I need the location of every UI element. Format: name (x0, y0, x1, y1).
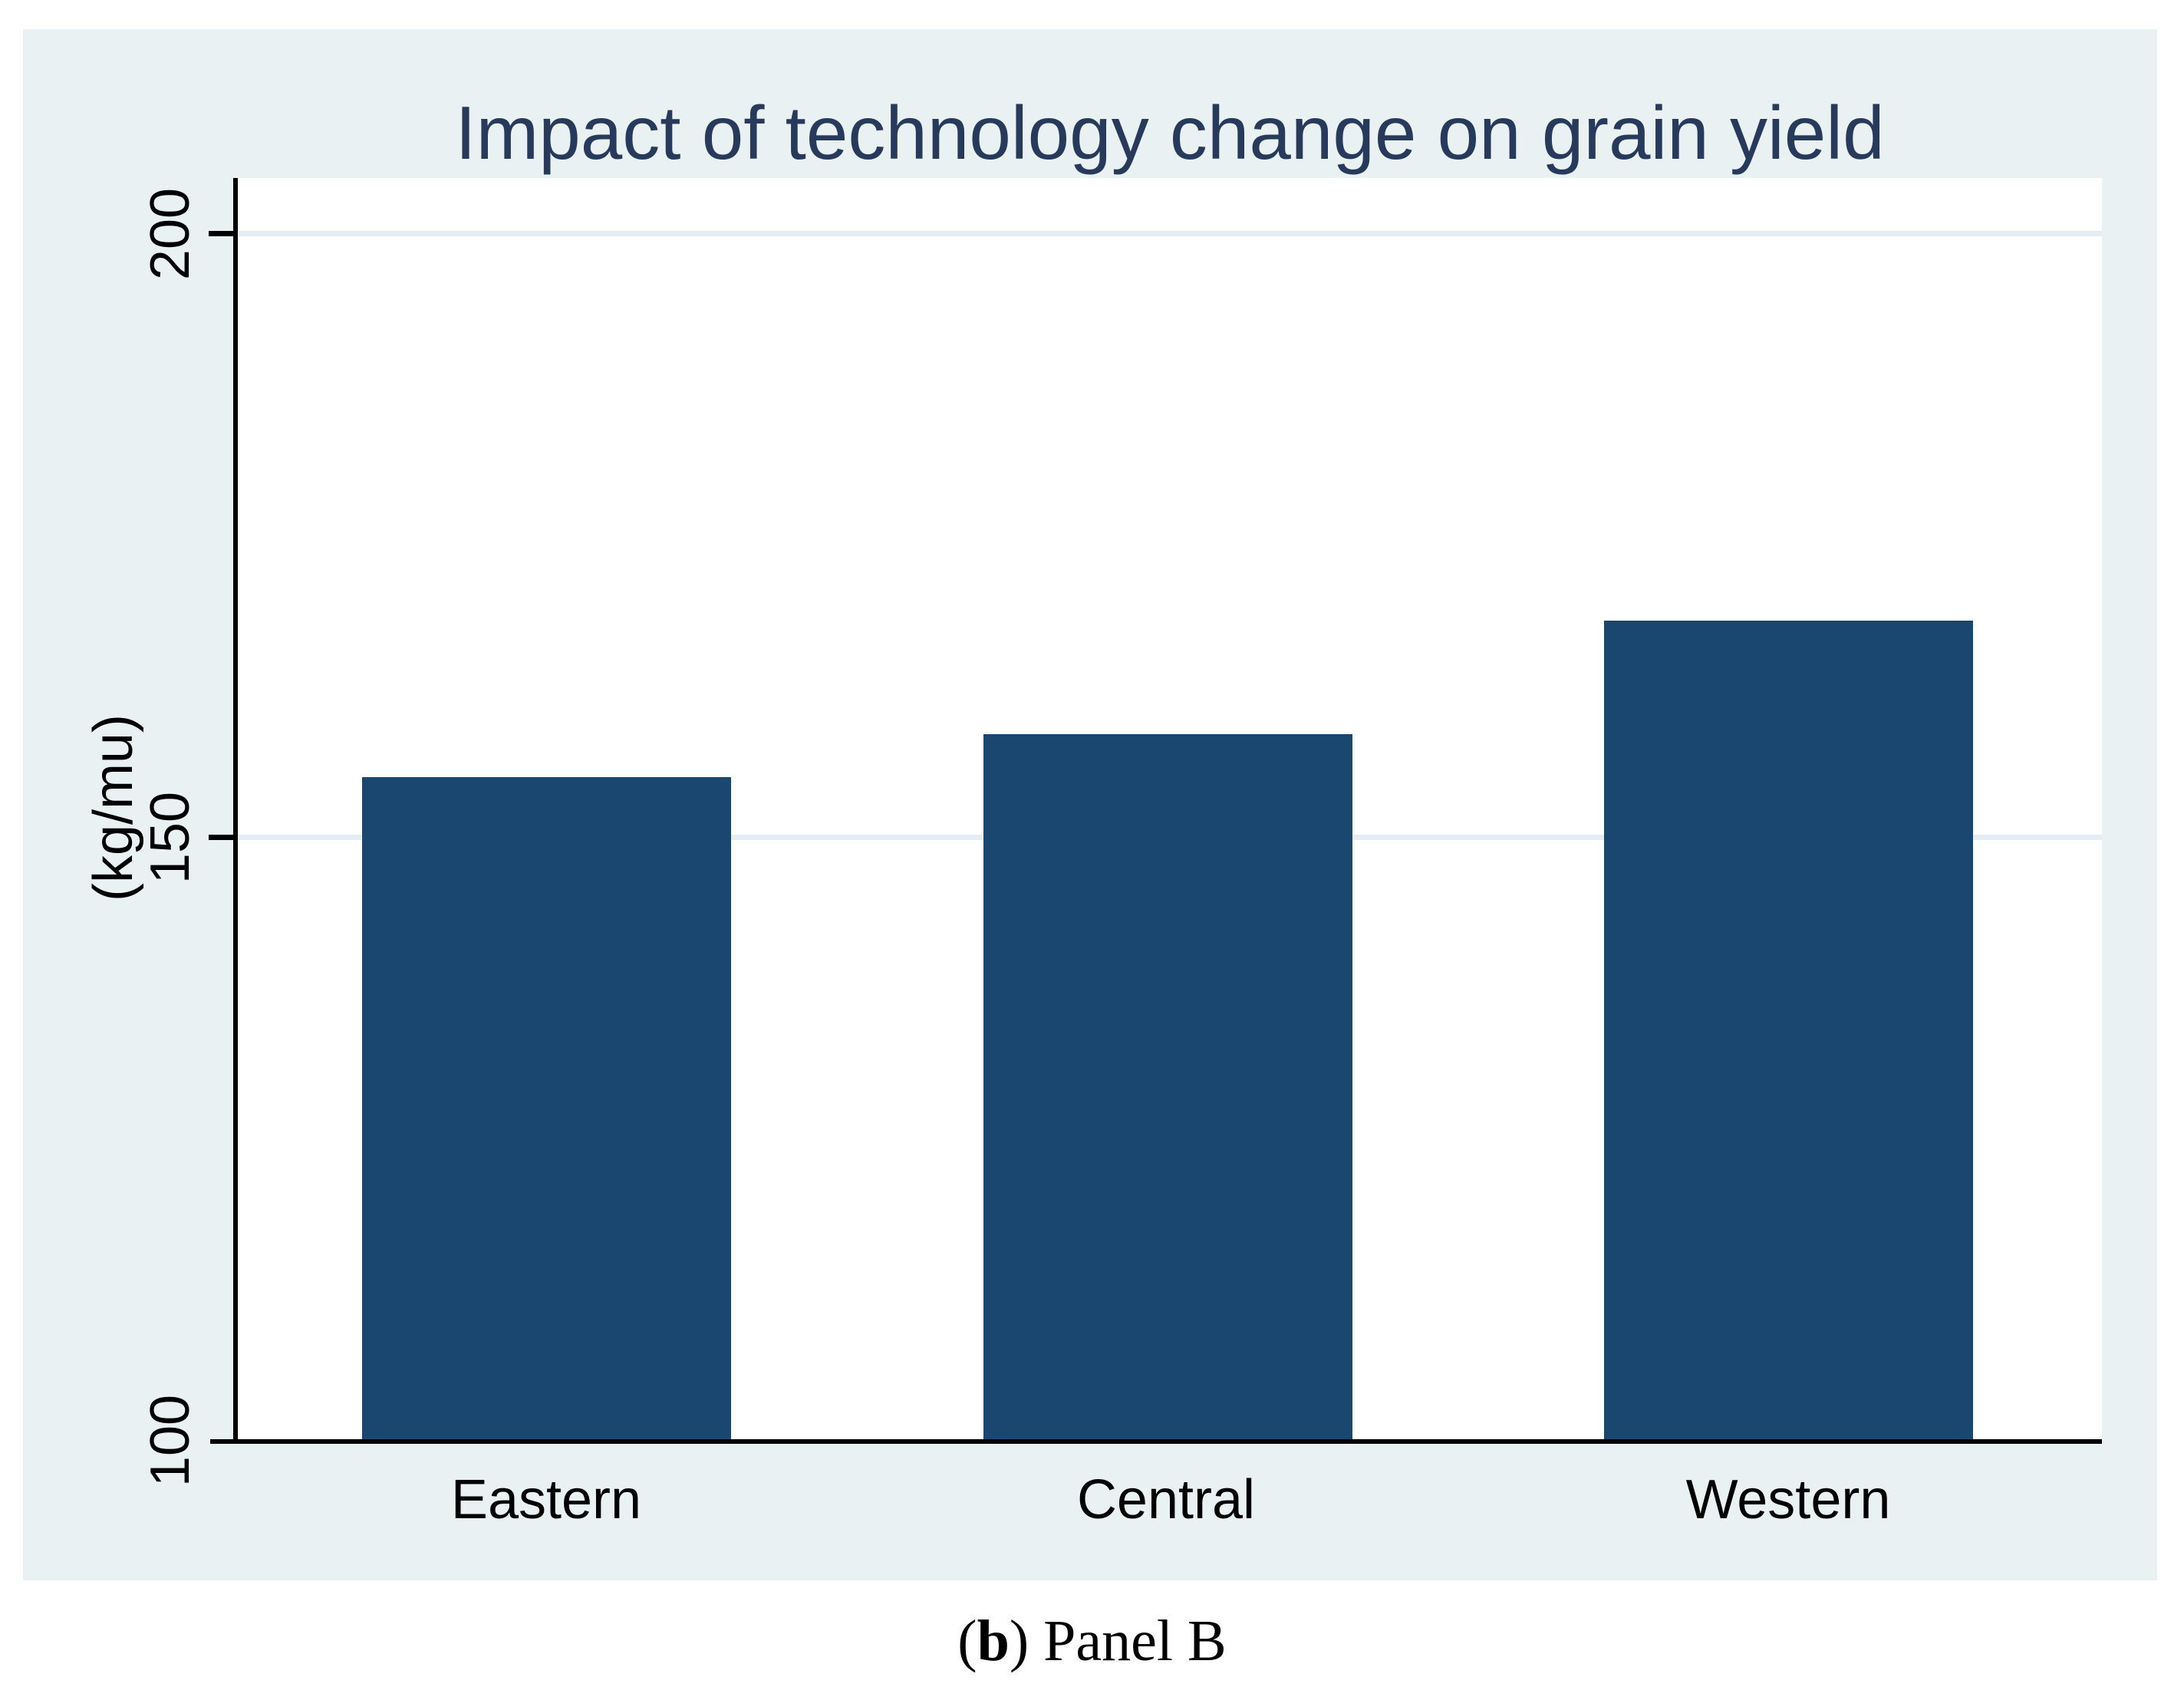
panel-caption: (b) Panel B (0, 1605, 2184, 1678)
y-tick-label-150: 150 (140, 791, 201, 885)
x-axis-line (210, 1439, 2102, 1444)
plot-area (236, 178, 2102, 1441)
x-category-label-central: Central (1076, 1469, 1256, 1530)
y-tick-mark-150 (209, 835, 235, 840)
caption-panel-letter: b (977, 1609, 1010, 1673)
y-axis-line (233, 178, 238, 1444)
caption-open-paren: ( (957, 1609, 977, 1673)
caption-text: ) Panel B (1009, 1609, 1227, 1673)
y-axis-title: (kg/mu) (83, 713, 144, 902)
bar-western (1604, 621, 1973, 1441)
chart-title: Impact of technology change on grain yie… (455, 91, 1885, 175)
x-category-label-western: Western (1685, 1469, 1891, 1530)
x-category-label-eastern: Eastern (450, 1469, 642, 1530)
y-tick-label-100: 100 (140, 1394, 201, 1488)
bar-central (983, 734, 1352, 1441)
bar-eastern (362, 777, 731, 1441)
y-tick-label-200: 200 (140, 187, 201, 281)
gridline-200 (236, 231, 2102, 236)
y-tick-mark-200 (209, 231, 235, 236)
